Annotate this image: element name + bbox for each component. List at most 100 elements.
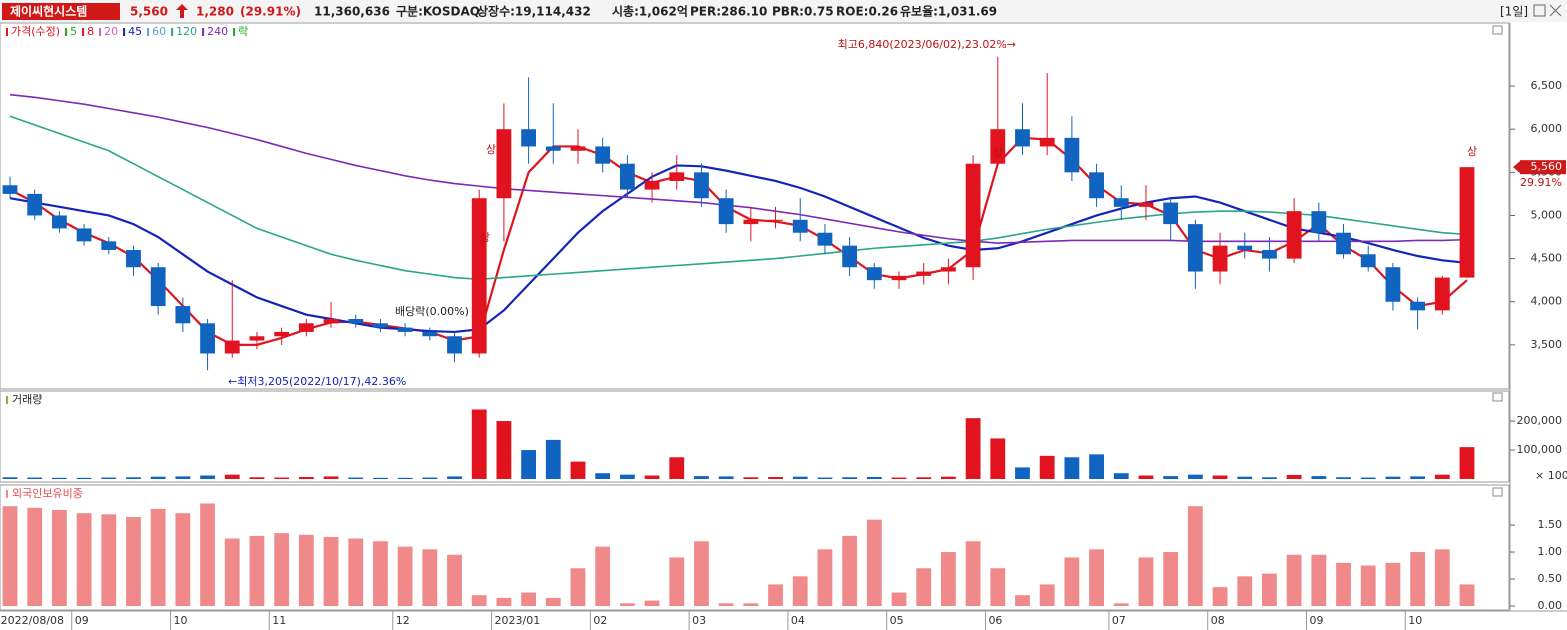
volume-panel xyxy=(0,390,1510,483)
volume-bar xyxy=(348,477,364,479)
foreign-bar xyxy=(743,603,759,606)
header-bar xyxy=(0,0,1567,22)
foreign-bar xyxy=(1064,557,1080,606)
volume-bar xyxy=(891,477,907,479)
candle-body xyxy=(1187,224,1203,272)
price-panel xyxy=(0,22,1510,390)
foreign-bar xyxy=(101,514,117,606)
volume-bar xyxy=(817,477,833,479)
volume-bar xyxy=(397,477,413,479)
foreign-bar xyxy=(545,597,561,606)
candle-body xyxy=(1064,137,1080,173)
candle-body xyxy=(249,336,265,341)
foreign-bar xyxy=(1138,557,1154,606)
volume-bar xyxy=(1113,473,1129,479)
candle-body xyxy=(1385,267,1401,302)
volume-bar xyxy=(718,476,734,479)
candle-body xyxy=(323,318,339,324)
foreign-bar xyxy=(940,552,956,606)
foreign-bar xyxy=(126,516,141,606)
maximize-button[interactable] xyxy=(1533,4,1546,17)
candle-body xyxy=(496,129,512,199)
legend-swatch xyxy=(202,28,205,36)
candle-body xyxy=(743,219,759,225)
candle-body xyxy=(1360,254,1376,268)
candle-body xyxy=(1212,245,1228,272)
y-tick-label: 0.00 xyxy=(1538,599,1563,612)
x-tick-label: 03 xyxy=(692,614,706,627)
foreign-bar xyxy=(570,568,586,606)
y-tick-label: 1.50 xyxy=(1538,518,1563,531)
legend-label: 120 xyxy=(176,25,197,38)
close-button[interactable] xyxy=(1549,4,1562,17)
legend-swatch xyxy=(99,28,102,36)
moving-average xyxy=(9,164,1468,334)
foreign-bar xyxy=(1237,576,1253,606)
panel-button[interactable] xyxy=(1492,392,1503,402)
candle-body xyxy=(150,267,166,307)
up-arrow xyxy=(176,4,188,18)
x-tick-label: 02 xyxy=(593,614,607,627)
low-annotation: ←최저3,205(2022/10/17),42.36% xyxy=(228,375,406,388)
volume-bar xyxy=(1163,476,1179,479)
foreign-bar xyxy=(27,507,43,606)
candle-body xyxy=(619,163,635,190)
volume-bar xyxy=(200,475,215,479)
legend-label: 5 xyxy=(70,25,77,38)
candle-body xyxy=(224,340,240,354)
volume-bar xyxy=(1459,447,1475,479)
foreign-bar xyxy=(224,538,240,606)
foreign-bar xyxy=(521,592,537,606)
volume-bar xyxy=(940,476,956,479)
foreign-bar xyxy=(76,513,92,606)
foreign-bar xyxy=(694,541,709,606)
volume-bar xyxy=(422,477,438,479)
volume-bar xyxy=(1138,475,1154,479)
candle-body xyxy=(348,318,364,324)
foreign-bar xyxy=(249,535,265,606)
volume-bar xyxy=(51,477,67,479)
per: PER:286.10 xyxy=(690,5,767,19)
pbr: PBR:0.75 xyxy=(772,5,834,19)
foreign-bar xyxy=(965,541,981,606)
limit-up-mark: 상 xyxy=(480,231,490,244)
y-tick-label: 200,000 xyxy=(1517,414,1563,427)
foreign-bar xyxy=(200,503,215,606)
candle-body xyxy=(1262,249,1277,259)
volume-bar xyxy=(570,461,586,479)
volume-bar xyxy=(175,476,191,479)
x-tick-label: 09 xyxy=(75,614,89,627)
volume-bar xyxy=(1410,476,1426,479)
candle-body xyxy=(644,180,660,190)
volume-bar xyxy=(1039,455,1055,479)
candle-body xyxy=(1039,137,1055,147)
foreign-bar xyxy=(1459,584,1475,606)
candle-body xyxy=(545,146,561,151)
y-tick-label: 6,000 xyxy=(1531,122,1563,135)
legend-swatch xyxy=(147,28,150,36)
limit-up-mark: 상 xyxy=(993,146,1003,159)
candle-body xyxy=(916,271,932,276)
volume-bar xyxy=(990,438,1006,479)
foreign-bar xyxy=(792,576,808,606)
volume-bar xyxy=(1262,477,1277,479)
volume-bar xyxy=(373,477,388,479)
foreign-bar xyxy=(1262,573,1277,606)
foreign-bar xyxy=(669,557,685,606)
foreign-bar xyxy=(298,534,314,606)
candle-body xyxy=(990,129,1006,164)
panel-button[interactable] xyxy=(1492,25,1503,35)
foreign-bar xyxy=(817,549,833,606)
legend-swatch xyxy=(123,28,126,36)
foreign-bar xyxy=(1311,554,1327,606)
period[interactable]: [1일] xyxy=(1500,5,1528,19)
market: 구분:KOSDAQ xyxy=(396,5,480,19)
legend-swatch xyxy=(171,28,174,36)
candle-body xyxy=(965,163,981,268)
panel-button[interactable] xyxy=(1492,487,1503,497)
candle-body xyxy=(274,331,290,337)
candle-body xyxy=(27,193,43,216)
foreign-bar xyxy=(644,600,660,606)
candle-body xyxy=(521,129,537,147)
x-tick-label: 06 xyxy=(988,614,1002,627)
